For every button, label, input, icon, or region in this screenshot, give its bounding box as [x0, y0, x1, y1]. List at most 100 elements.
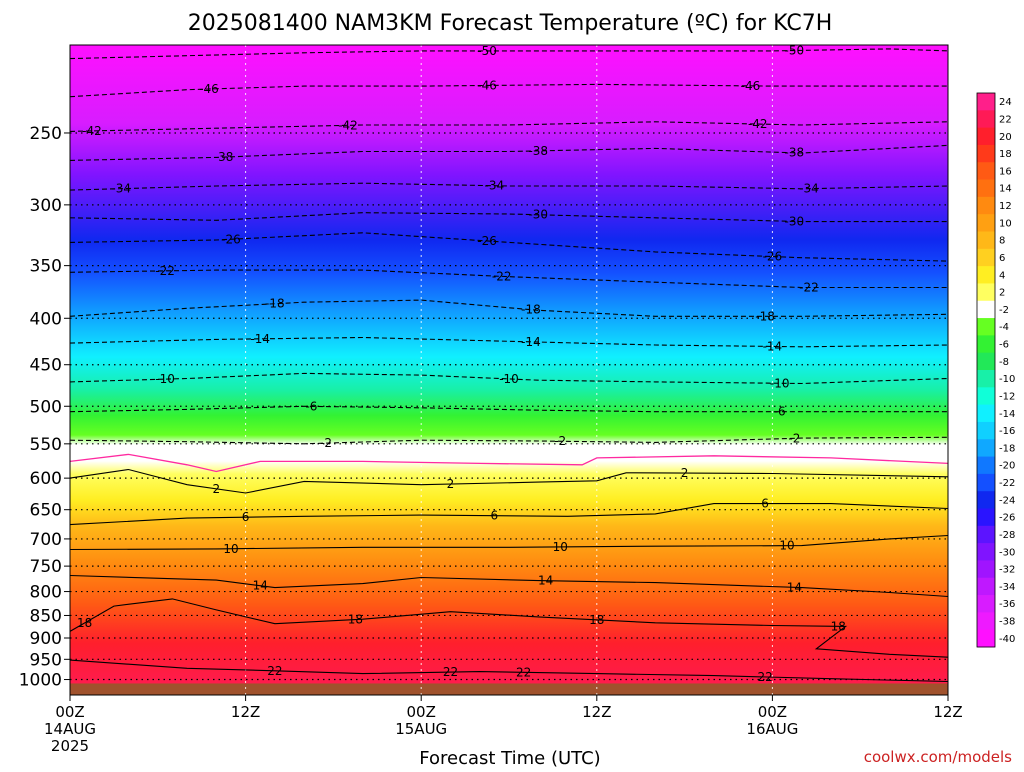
- y-tick-label: 700: [30, 530, 62, 550]
- isotherm-label: 2: [447, 477, 455, 491]
- y-tick-label: 800: [30, 583, 62, 603]
- isotherm-label: -14: [521, 335, 541, 349]
- isotherm-label: -50: [785, 44, 805, 58]
- isotherm-label: -38: [214, 150, 234, 164]
- colorbar-swatch: [977, 612, 995, 631]
- plot-area: -50 -50 -46 -46 -46 -42 -42 -42 -38 -38 -38 -34 -34 -…: [69, 44, 949, 696]
- x-axis-label: Forecast Time (UTC): [419, 748, 600, 768]
- x-tick-label: 16AUG: [746, 720, 798, 738]
- colorbar-tick-label: 4: [999, 270, 1005, 281]
- colorbar-tick-label: 18: [999, 149, 1012, 160]
- colorbar-swatch: [977, 214, 995, 232]
- colorbar-tick-label: -40: [999, 634, 1015, 645]
- isotherm-line: [69, 299, 949, 317]
- isotherm-label: -46: [477, 78, 497, 92]
- isotherm-line: [69, 182, 949, 191]
- isotherm-label: -26: [477, 234, 497, 248]
- colorbar-tick-label: -32: [999, 565, 1015, 576]
- x-tick-label: 00Z: [758, 703, 787, 721]
- colorbar-tick-label: -18: [999, 443, 1015, 454]
- isotherm-label: 18: [348, 613, 363, 627]
- colorbar-swatch: [977, 231, 995, 250]
- isotherm-label: 18: [589, 613, 604, 627]
- colorbar-swatch: [977, 456, 995, 475]
- x-tick-label: 00Z: [55, 703, 84, 721]
- isotherm-line: [69, 144, 949, 161]
- colorbar-tick-label: -14: [999, 409, 1015, 420]
- colorbar-tick-label: 14: [999, 184, 1012, 195]
- colorbar-tick-label: -38: [999, 617, 1015, 628]
- colorbar-legend: 24 22 20 18 16 14 12 10 8 6 4 2 -2 -4 -6 -8 -10 -12 -14 -16…: [976, 92, 1015, 648]
- colorbar-tick-label: -30: [999, 547, 1015, 558]
- x-tick-label: 15AUG: [395, 720, 447, 738]
- temperature-field: [70, 45, 948, 695]
- x-tick-label: 12Z: [231, 703, 260, 721]
- isotherm-label: -2: [320, 436, 332, 450]
- colorbar-swatch: [977, 370, 995, 388]
- colorbar-swatch: [977, 595, 995, 613]
- colorbar-tick-label: -20: [999, 461, 1015, 472]
- colorbar-tick-label: -22: [999, 478, 1015, 489]
- isotherm-labels: -50 -50 -46 -46 -46 -42 -42 -42 -38 -38 -38 -34 -34 -…: [77, 44, 846, 684]
- colorbar-swatch: [977, 162, 995, 180]
- x-tick-label: 14AUG: [44, 720, 96, 738]
- isotherm-label: 22: [267, 664, 282, 678]
- y-tick-label: 500: [30, 397, 62, 417]
- isotherm-line: [69, 436, 949, 445]
- colorbar-swatch: [977, 577, 995, 596]
- colorbar-tick-label: -26: [999, 513, 1015, 524]
- isotherm-label: 18: [77, 616, 92, 630]
- colorbar-swatch: [977, 196, 995, 215]
- isotherm-label: -10: [499, 372, 519, 386]
- credit-text: coolwx.com/models: [864, 748, 1012, 766]
- isotherm-label: -26: [221, 232, 241, 246]
- isotherm-label: -42: [82, 124, 102, 138]
- isotherm-label: -26: [763, 250, 783, 264]
- colorbar-tick-label: -8: [999, 357, 1009, 368]
- isotherm-label: -22: [492, 269, 512, 283]
- colorbar-swatch: [977, 248, 995, 267]
- isotherm-line: [69, 574, 949, 598]
- colorbar-tick-label: 10: [999, 218, 1012, 229]
- isotherm-label: 2: [681, 466, 689, 480]
- isotherm-line: [69, 232, 949, 262]
- colorbar-swatch: [977, 318, 995, 336]
- isotherm-label: -2: [788, 431, 800, 445]
- colorbar-swatch: [977, 439, 995, 457]
- isotherm-label: -6: [305, 399, 317, 413]
- isotherm-label: 14: [253, 579, 268, 593]
- colorbar-tick-label: -12: [999, 391, 1015, 402]
- isotherm-label: 6: [761, 497, 769, 511]
- isotherm-line: [69, 48, 949, 60]
- isotherm-label: 10: [223, 542, 238, 556]
- isotherm-label: -38: [785, 146, 805, 160]
- isotherm-label: -34: [485, 179, 505, 193]
- isotherm-label: 14: [787, 580, 802, 594]
- y-tick-label: 400: [30, 309, 62, 329]
- y-tick-label: 1000: [19, 671, 62, 691]
- colorbar-swatch: [977, 144, 995, 163]
- isotherm-label: -46: [199, 82, 219, 96]
- y-tick-label: 600: [30, 469, 62, 489]
- colorbar-tick-label: -28: [999, 530, 1015, 541]
- isotherm-label: 22: [443, 665, 458, 679]
- freezing-isotherm-line: [69, 453, 949, 473]
- isotherm-label: 22: [516, 665, 531, 679]
- isotherm-label: -18: [755, 309, 775, 323]
- isotherm-label: -6: [774, 405, 786, 419]
- isotherm-label: 10: [779, 539, 794, 553]
- y-tick-label: 250: [30, 124, 62, 144]
- isotherm-label: -34: [799, 182, 819, 196]
- isotherm-line: [69, 372, 949, 385]
- isotherm-label: 6: [491, 509, 499, 523]
- isotherm-label: -10: [770, 376, 790, 390]
- isotherm-label: -22: [799, 281, 819, 295]
- y-tick-label: 350: [30, 257, 62, 277]
- colorbar-swatch: [977, 508, 995, 527]
- colorbar-tick-label: 6: [999, 253, 1005, 264]
- isotherm-label: -14: [250, 332, 270, 346]
- isotherm-label: 6: [242, 510, 250, 524]
- y-tick-label: 750: [30, 557, 62, 577]
- isotherm-line: [69, 121, 949, 132]
